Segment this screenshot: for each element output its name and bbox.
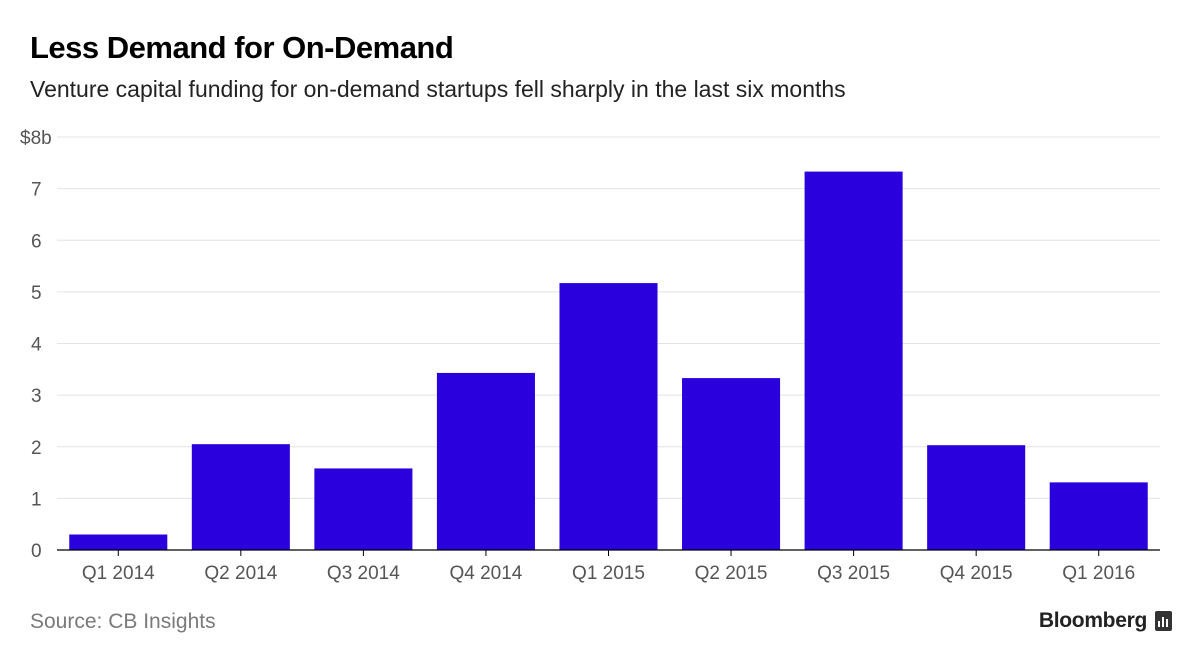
x-tick-label: Q3 2014: [327, 563, 400, 584]
chart-title: Less Demand for On-Demand: [30, 30, 454, 65]
y-tick-label: $8b: [20, 128, 52, 149]
y-tick-label: 0: [31, 541, 42, 562]
y-tick-label: 3: [31, 386, 42, 407]
bar-q1-2016: [1049, 482, 1148, 550]
bar-q1-2014: [69, 534, 168, 550]
y-tick-label: 1: [31, 489, 42, 510]
bar-q1-2015: [559, 283, 658, 550]
x-tick-label: Q1 2015: [572, 563, 645, 584]
bloomberg-terminal-icon: [1155, 611, 1172, 631]
x-tick-label: Q1 2014: [82, 563, 155, 584]
x-axis-ticks: Q1 2014 Q2 2014 Q3 2014 Q4 2014 Q1 2015 Q2 20…: [57, 549, 1160, 584]
y-tick-label: 5: [31, 283, 42, 304]
x-tick-label: Q4 2015: [940, 563, 1013, 584]
x-tick-label: Q2 2015: [695, 563, 768, 584]
brand-name: Bloomberg: [1038, 609, 1147, 632]
bar-q2-2015: [682, 378, 781, 550]
bar-q3-2015: [804, 171, 903, 550]
y-axis-ticks: 0 1 2 3 4 5 6 7 $8b: [20, 128, 52, 562]
x-tick-label: Q3 2015: [817, 563, 890, 584]
y-tick-label: 7: [31, 180, 42, 201]
bar-q2-2014: [191, 444, 290, 550]
chart-subtitle: Venture capital funding for on-demand st…: [30, 76, 846, 102]
bars: [69, 171, 1148, 550]
bloomberg-logo: Bloomberg: [1039, 609, 1172, 633]
source-note: Source: CB Insights: [30, 610, 216, 633]
bar-q4-2015: [927, 445, 1026, 550]
bar-q4-2014: [436, 372, 535, 550]
x-tick-label: Q1 2016: [1062, 563, 1135, 584]
y-tick-label: 2: [31, 438, 42, 459]
y-tick-label: 6: [31, 231, 42, 252]
x-tick-label: Q2 2014: [204, 563, 277, 584]
y-tick-label: 4: [31, 335, 42, 356]
x-tick-label: Q4 2014: [449, 563, 522, 584]
bar-q3-2014: [314, 468, 413, 550]
